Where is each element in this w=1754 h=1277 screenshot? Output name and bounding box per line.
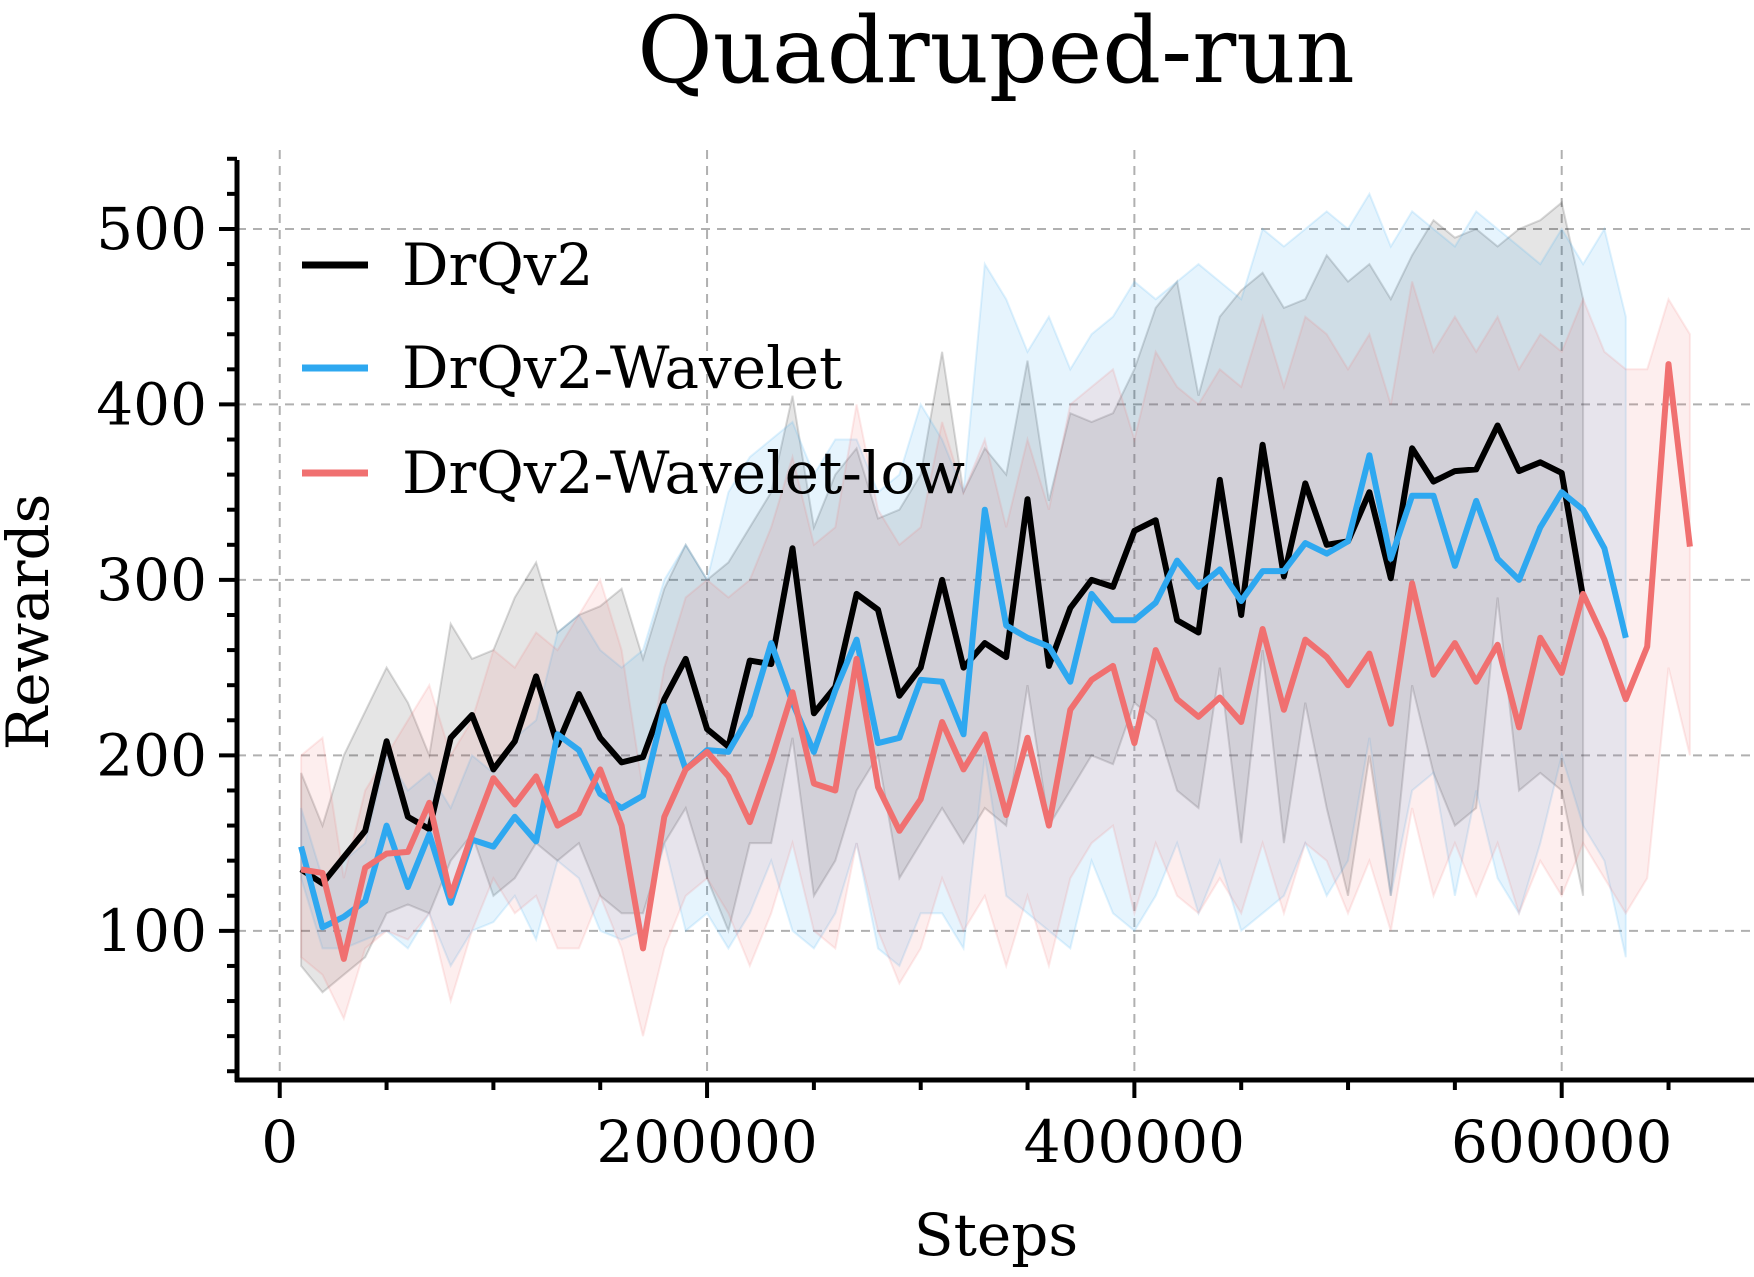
legend: DrQv2 DrQv2-Wavelet DrQv2-Wavelet-low [302,231,965,507]
y-axis-label: Rewards [0,494,62,751]
band-series-2 [300,281,1691,1037]
axes [219,156,1754,1098]
x-tick-label-0: 0 [261,1108,298,1176]
series-lines [298,361,1693,962]
line-series-2 [300,361,1693,962]
y-tick-label-0: 100 [96,897,207,965]
confidence-bands [300,191,1691,1037]
line-series-0 [299,422,1587,887]
x-tick-label-3: 600000 [1451,1108,1672,1176]
band-series-0 [300,200,1585,994]
y-tick-label-4: 500 [96,195,207,263]
x-tick-label-1: 200000 [596,1108,817,1176]
line-series-1 [298,452,1629,931]
legend-label-2: DrQv2-Wavelet-low [402,439,965,507]
chart-title: Quadruped-run [637,0,1354,104]
band-series-1 [300,191,1627,969]
legend-label-0: DrQv2 [402,231,593,299]
x-tick-label-2: 400000 [1024,1108,1245,1176]
y-tick-label-3: 400 [96,370,207,438]
tick-labels: 100 200 300 400 500 0 200000 400000 600000 [96,195,1672,1176]
legend-label-1: DrQv2-Wavelet [402,334,842,402]
y-tick-label-2: 300 [96,546,207,614]
y-tick-label-1: 200 [96,721,207,789]
x-axis-label: Steps [914,1201,1078,1269]
